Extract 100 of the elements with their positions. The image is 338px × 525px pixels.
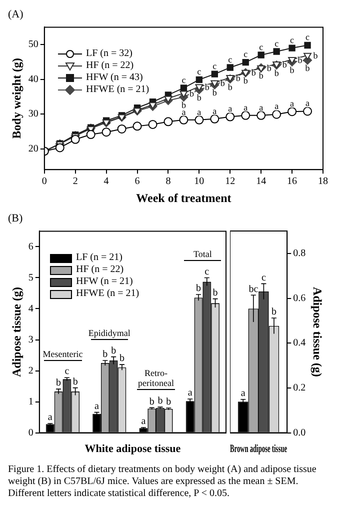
legend-label: LF (n = 21) — [76, 252, 122, 264]
data-label: b — [119, 353, 124, 364]
x-tick-label: 2 — [72, 176, 78, 188]
data-label: a — [197, 106, 202, 117]
data-label: a — [274, 101, 279, 112]
y-tick-label: 4 — [28, 303, 34, 314]
x-tick-label: Mesenteric — [42, 348, 84, 359]
x-tick-label: 14 — [256, 176, 266, 188]
x-tick-label: 10 — [194, 176, 204, 188]
x-tick-label: 18 — [318, 176, 328, 188]
x-tick-label: Retro-peritoneal — [137, 368, 175, 388]
y-tick-label: 5 — [28, 272, 34, 284]
data-label: b — [274, 68, 280, 78]
data-label: a — [212, 106, 217, 116]
data-label: c — [259, 42, 264, 52]
legend-label: HF (n = 22) — [76, 264, 124, 276]
data-label: b — [212, 287, 218, 298]
data-label: b — [149, 396, 154, 408]
data-label: b — [266, 63, 272, 74]
data-label: c — [244, 49, 248, 60]
data-label: b — [305, 63, 310, 74]
data-label: b — [189, 88, 194, 99]
chart-title: (A) — [8, 8, 24, 20]
data-label: bc — [248, 284, 259, 295]
data-label: b — [111, 345, 116, 356]
x-tick-label: 4 — [104, 176, 109, 188]
x-tick-label: 12 — [225, 176, 236, 188]
data-label: b — [220, 78, 226, 88]
data-label: b — [158, 396, 163, 407]
y-axis-title: Adipose tissue (g) — [310, 286, 325, 377]
data-label: b — [72, 376, 78, 388]
legend-label: HFWE (n = 21) — [86, 84, 150, 96]
y-tick-label: 0.2 — [293, 382, 306, 394]
y-tick-label: 0.6 — [293, 292, 306, 304]
data-label: b — [228, 82, 233, 92]
x-axis-title: Brown adipose tissue — [230, 442, 288, 455]
data-label: a — [306, 98, 310, 108]
data-label: b — [271, 306, 276, 318]
data-label: c — [204, 266, 210, 278]
caption: Figure 1. Effects of dietary treatments on body weight (A) and adipose tissue weight (B) in C57BL/6J mice. Values are expressed as the mean ± SEM. Different letters indicate statistical difference, P < 0.05. — [8, 464, 318, 500]
data-label: c — [306, 32, 310, 42]
data-label: c — [64, 366, 70, 378]
data-label: a — [259, 102, 264, 112]
y-axis-title: Adipose tissue (g) — [9, 286, 24, 378]
data-label: b — [298, 54, 303, 65]
data-label: c — [228, 54, 232, 64]
y-tick-label: 0.4 — [293, 338, 306, 349]
data-label: a — [290, 98, 294, 108]
y-tick-label: 3 — [28, 334, 34, 346]
y-tick-label: 0.8 — [293, 248, 306, 260]
y-tick-label: 40 — [28, 74, 38, 85]
data-label: b — [236, 72, 241, 83]
y-tick-label: 6 — [28, 241, 34, 252]
data-label: b — [212, 88, 218, 98]
legend-label: HF (n = 22) — [86, 60, 134, 72]
data-label: c — [182, 74, 186, 85]
data-label: a — [141, 416, 146, 428]
data-label: a — [188, 388, 193, 399]
legend-label: LF (n = 32) — [86, 48, 132, 60]
y-tick-label: 30 — [28, 108, 38, 120]
data-label: b — [204, 82, 210, 92]
x-tick-label: 0 — [42, 176, 47, 188]
x-tick-label: 16 — [287, 176, 298, 188]
y-tick-label: 1 — [28, 396, 34, 408]
data-label: c — [261, 272, 266, 284]
x-tick-label: Total — [192, 248, 213, 259]
y-tick-label: 50 — [28, 39, 38, 50]
data-label: a — [48, 412, 53, 424]
data-label: c — [212, 60, 217, 71]
data-label: c — [290, 34, 294, 45]
x-axis-title: White adipose tissue — [84, 443, 181, 456]
data-label: c — [274, 38, 279, 48]
x-tick-label: Epididymal — [87, 328, 132, 338]
data-label: a — [244, 102, 248, 112]
legend-label: HFW (n = 21) — [76, 276, 133, 288]
data-label: b — [251, 68, 256, 78]
data-label: a — [228, 104, 232, 114]
data-label: b — [313, 50, 318, 61]
data-label: b — [282, 59, 288, 70]
x-tick-label: 6 — [134, 176, 140, 188]
x-axis-title: Week of treatment — [136, 190, 232, 205]
data-label: b — [196, 92, 202, 103]
data-label: b — [258, 70, 264, 81]
data-label: b — [290, 64, 295, 75]
y-tick-label: 20 — [28, 143, 38, 154]
y-tick-label: 2 — [28, 365, 34, 376]
data-label: b — [196, 283, 201, 294]
data-label: b — [166, 396, 172, 408]
data-label: b — [102, 349, 108, 360]
legend-label: HFWE (n = 21) — [76, 288, 140, 300]
y-tick-label: 0 — [28, 427, 34, 438]
x-tick-label: 8 — [166, 176, 171, 188]
y-tick-label: 0.0 — [293, 427, 306, 438]
data-label: a — [240, 388, 246, 400]
data-label: b — [56, 378, 62, 389]
chart-title: (B) — [8, 212, 23, 224]
legend-label: HFW (n = 43) — [86, 72, 143, 84]
data-label: b — [243, 76, 248, 86]
y-axis-title: Body weight (g) — [9, 58, 24, 139]
data-label: c — [197, 66, 202, 77]
